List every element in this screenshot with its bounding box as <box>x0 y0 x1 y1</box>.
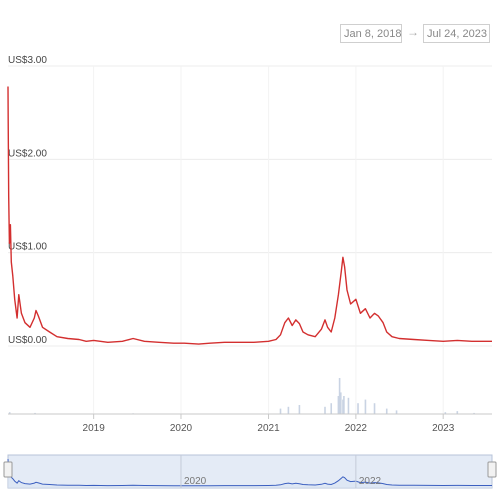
volume-bar <box>338 378 341 414</box>
volume-bar <box>473 412 475 414</box>
date-from-input[interactable]: Jan 8, 2018 <box>340 24 402 43</box>
x-tick-label: 2022 <box>345 423 368 434</box>
volume-bar <box>298 405 301 414</box>
x-tick-label: 2020 <box>170 423 193 434</box>
x-tick-label: 2019 <box>83 423 106 434</box>
volume-bar <box>330 403 333 414</box>
y-axis-labels: US$0.00 US$1.00 US$2.00 US$3.00 <box>8 55 47 346</box>
navigator-line <box>7 458 492 487</box>
volume-bar <box>373 403 376 414</box>
volume-bar <box>279 408 282 414</box>
volume-bar <box>8 412 11 414</box>
navigator-left-handle[interactable] <box>3 461 13 478</box>
x-tick-label: 2023 <box>432 423 455 434</box>
volume-bar <box>357 403 359 414</box>
date-range-arrow-icon: → <box>407 25 419 39</box>
volume-bar <box>444 412 447 414</box>
range-navigator[interactable]: 2020 2022 <box>3 454 497 489</box>
date-to-input[interactable]: Jul 24, 2023 <box>423 24 490 43</box>
x-axis-ticks: 2019 2020 2021 2022 2023 <box>83 414 455 434</box>
volume-bar <box>395 410 398 414</box>
navigator-year-label: 2020 <box>184 476 207 487</box>
volume-bar <box>287 406 290 414</box>
navigator-year-label: 2022 <box>359 476 382 487</box>
volume-bar <box>385 408 388 414</box>
y-tick-label: US$0.00 <box>8 335 47 346</box>
navigator-series: 2020 2022 <box>7 455 492 488</box>
y-tick-label: US$1.00 <box>8 242 47 253</box>
navigator-right-handle[interactable] <box>487 461 497 478</box>
volume-bar <box>364 399 367 414</box>
volume-bars <box>8 378 475 414</box>
volume-bar <box>343 396 345 414</box>
navigator-selected-range[interactable] <box>7 454 493 489</box>
volume-bar <box>339 392 342 414</box>
price-series <box>7 86 492 345</box>
x-tick-label: 2021 <box>257 423 280 434</box>
volume-bar <box>342 399 344 414</box>
volume-bar <box>456 411 459 414</box>
volume-bar <box>337 396 340 414</box>
volume-bar <box>324 406 326 414</box>
y-tick-label: US$3.00 <box>8 55 47 66</box>
volume-bar <box>347 397 350 414</box>
y-tick-label: US$2.00 <box>8 148 47 159</box>
price-line <box>7 86 492 345</box>
grid-lines <box>8 65 492 414</box>
volume-bar <box>34 412 36 414</box>
